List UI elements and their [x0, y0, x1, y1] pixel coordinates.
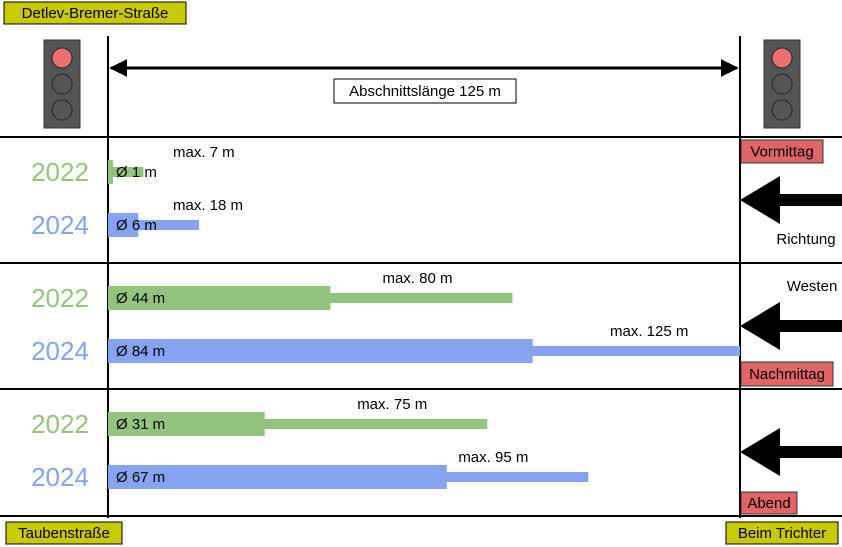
max-bar: [108, 419, 488, 429]
max-label: max. 75 m: [357, 396, 427, 413]
year-label: 2022: [31, 409, 89, 439]
year-label: 2024: [31, 210, 89, 240]
avg-label: Ø 44 m: [116, 290, 165, 307]
street-box: [725, 521, 839, 545]
max-label: max. 7 m: [173, 144, 235, 161]
year-label: 2022: [31, 157, 89, 187]
avg-bar: [108, 412, 265, 436]
avg-label: Ø 31 m: [116, 416, 165, 433]
period-box: [740, 491, 798, 515]
year-label: 2024: [31, 336, 89, 366]
period-label: Vormittag: [750, 143, 813, 160]
max-bar: [108, 220, 200, 230]
max-label: max. 18 m: [173, 197, 243, 214]
period-label: Nachmittag: [749, 366, 825, 383]
street-label: Detlev-Bremer-Straße: [22, 5, 169, 22]
avg-bar: [108, 465, 447, 489]
avg-bar: [108, 286, 331, 310]
avg-label: Ø 6 m: [116, 217, 157, 234]
avg-bar: [108, 160, 114, 184]
period-box: [740, 139, 824, 164]
street-box: [5, 521, 123, 545]
avg-label: Ø 67 m: [116, 469, 165, 486]
max-label: max. 95 m: [458, 449, 528, 466]
direction-label: Westen: [787, 278, 838, 295]
max-label: max. 80 m: [382, 270, 452, 287]
period-box: [740, 361, 834, 387]
direction-label: Richtung: [776, 231, 835, 248]
direction-arrow: [740, 176, 842, 476]
max-label: max. 125 m: [610, 323, 688, 340]
traffic-light: [763, 39, 801, 129]
length-label: Abschnittslänge 125 m: [349, 83, 501, 100]
street-box: [3, 1, 187, 25]
max-bar: [108, 167, 144, 177]
traffic-light: [43, 39, 81, 129]
avg-bar: [108, 339, 533, 363]
period-label: Abend: [747, 495, 790, 512]
year-label: 2024: [31, 462, 89, 492]
length-box: [333, 78, 517, 104]
avg-bar: [108, 213, 139, 237]
year-label: 2022: [31, 283, 89, 313]
street-label: Beim Trichter: [738, 525, 826, 542]
avg-label: Ø 84 m: [116, 343, 165, 360]
avg-label: Ø 1 m: [116, 164, 157, 181]
street-label: Taubenstraße: [18, 525, 110, 542]
